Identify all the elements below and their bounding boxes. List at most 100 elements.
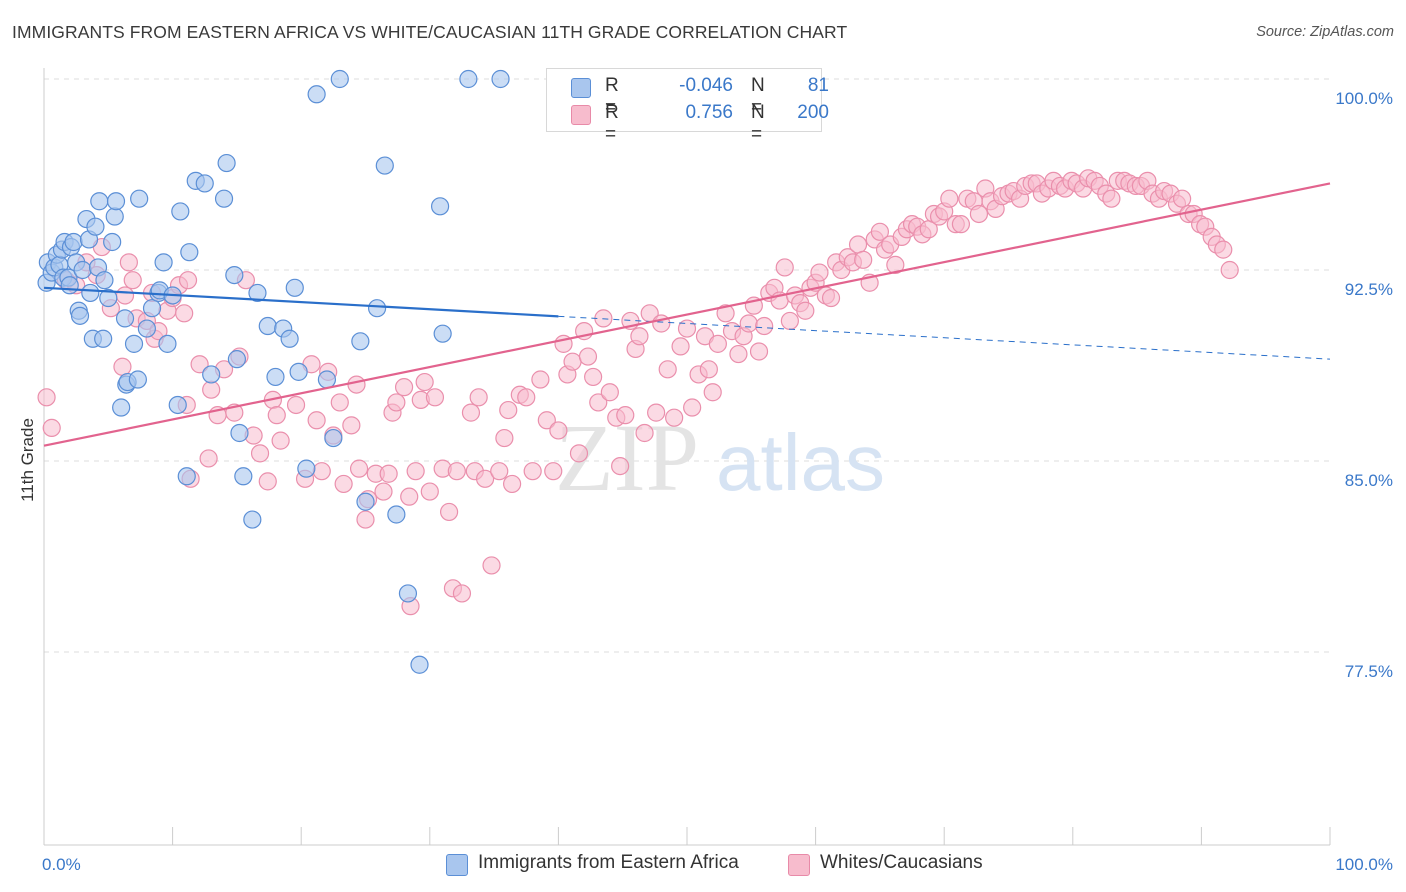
pink-point xyxy=(37,388,56,407)
y-tick-label: 77.5% xyxy=(1345,662,1393,681)
blue-point xyxy=(86,217,105,236)
blue-point xyxy=(142,299,162,318)
whites-caucasians-points xyxy=(37,169,1239,616)
pink-point xyxy=(420,482,439,501)
legend-r-label: R = xyxy=(605,102,619,145)
legend-r-value: -0.046 xyxy=(679,75,733,96)
pink-point xyxy=(635,423,654,443)
pink-point xyxy=(42,418,61,437)
pink-point xyxy=(848,235,868,254)
pink-point xyxy=(549,421,568,440)
blue-point xyxy=(137,319,156,338)
pink-point xyxy=(307,411,326,430)
pink-point xyxy=(578,347,598,366)
bottom-legend-label: Immigrants from Eastern Africa xyxy=(478,852,739,873)
blue-point xyxy=(307,85,326,104)
legend-n-value: 81 xyxy=(807,75,829,96)
legend-swatch-pink xyxy=(571,105,591,125)
blue-point xyxy=(64,232,83,252)
pink-point xyxy=(749,342,769,361)
legend-n-value: 200 xyxy=(797,102,829,123)
blue-point xyxy=(430,197,450,216)
blue-point xyxy=(180,243,199,262)
blue-point xyxy=(459,69,478,89)
blue-point xyxy=(266,367,285,387)
blue-point xyxy=(106,192,126,211)
y-tick-label: 100.0% xyxy=(1335,89,1393,108)
pink-point xyxy=(119,253,138,272)
blue-point xyxy=(330,69,349,89)
legend-n-label: N = xyxy=(751,75,765,118)
pink-point xyxy=(951,215,971,234)
x-tick-label: 100.0% xyxy=(1335,855,1393,874)
pink-point xyxy=(475,469,495,488)
pink-point xyxy=(517,388,536,407)
pink-point xyxy=(312,462,331,481)
blue-point xyxy=(258,316,277,336)
pink-point xyxy=(374,482,393,501)
blue-point xyxy=(81,283,100,303)
pink-point xyxy=(703,383,722,402)
pink-point xyxy=(1102,189,1121,208)
blue-trend-extension xyxy=(558,315,1331,360)
pink-point xyxy=(969,204,989,224)
blue-point xyxy=(280,329,299,348)
blue-point xyxy=(214,189,234,208)
blue-point xyxy=(230,423,249,443)
pink-point xyxy=(940,189,959,208)
blue-point xyxy=(202,365,221,384)
blue-point xyxy=(103,232,122,252)
bottom-legend-swatch-blue xyxy=(446,854,468,876)
blue-point xyxy=(248,283,267,303)
blue-point xyxy=(99,288,118,308)
pink-point xyxy=(1173,189,1192,208)
pink-point xyxy=(123,271,142,290)
source-credit: Source: ZipAtlas.com xyxy=(1256,24,1394,40)
blue-point xyxy=(154,253,173,272)
pink-point xyxy=(469,388,488,407)
pink-point xyxy=(503,474,522,494)
blue-point xyxy=(112,398,131,417)
watermark-atlas: atlas xyxy=(716,418,885,507)
blue-point xyxy=(124,334,144,353)
pink-point xyxy=(400,487,419,506)
pink-point xyxy=(600,383,619,402)
pink-point xyxy=(202,380,221,399)
pink-point xyxy=(113,357,132,376)
pink-point xyxy=(658,360,677,379)
pink-point xyxy=(677,319,697,338)
pink-point xyxy=(671,337,690,356)
blue-point xyxy=(297,459,316,478)
blue-point xyxy=(168,395,187,415)
blue-point xyxy=(234,467,253,486)
blue-point xyxy=(95,271,114,290)
blue-point xyxy=(115,309,135,328)
pink-trend-line xyxy=(43,182,1331,447)
pink-point xyxy=(499,400,518,420)
pink-point xyxy=(647,403,666,422)
blue-point xyxy=(177,467,196,486)
pink-point xyxy=(406,462,425,481)
pink-point xyxy=(683,398,702,417)
pink-point xyxy=(616,406,635,425)
blue-point xyxy=(289,362,308,381)
pink-point xyxy=(387,393,406,412)
watermark: ZIP atlas xyxy=(555,404,885,511)
pink-point xyxy=(523,462,542,481)
pink-point xyxy=(569,444,589,463)
pink-point xyxy=(267,406,286,425)
axes: 11th Grade xyxy=(18,68,1331,846)
blue-point xyxy=(158,334,177,353)
pink-point xyxy=(630,327,649,346)
eastern-africa-points xyxy=(37,69,510,674)
pink-point xyxy=(330,393,349,412)
pink-point xyxy=(258,472,277,491)
pink-point xyxy=(544,462,563,481)
pink-point xyxy=(716,304,735,323)
bottom-legend-label: Whites/Caucasians xyxy=(820,852,983,873)
blue-point xyxy=(324,428,343,448)
pink-point xyxy=(199,449,218,468)
pink-point xyxy=(780,311,799,331)
blue-point xyxy=(73,260,92,280)
blue-point xyxy=(90,192,109,211)
